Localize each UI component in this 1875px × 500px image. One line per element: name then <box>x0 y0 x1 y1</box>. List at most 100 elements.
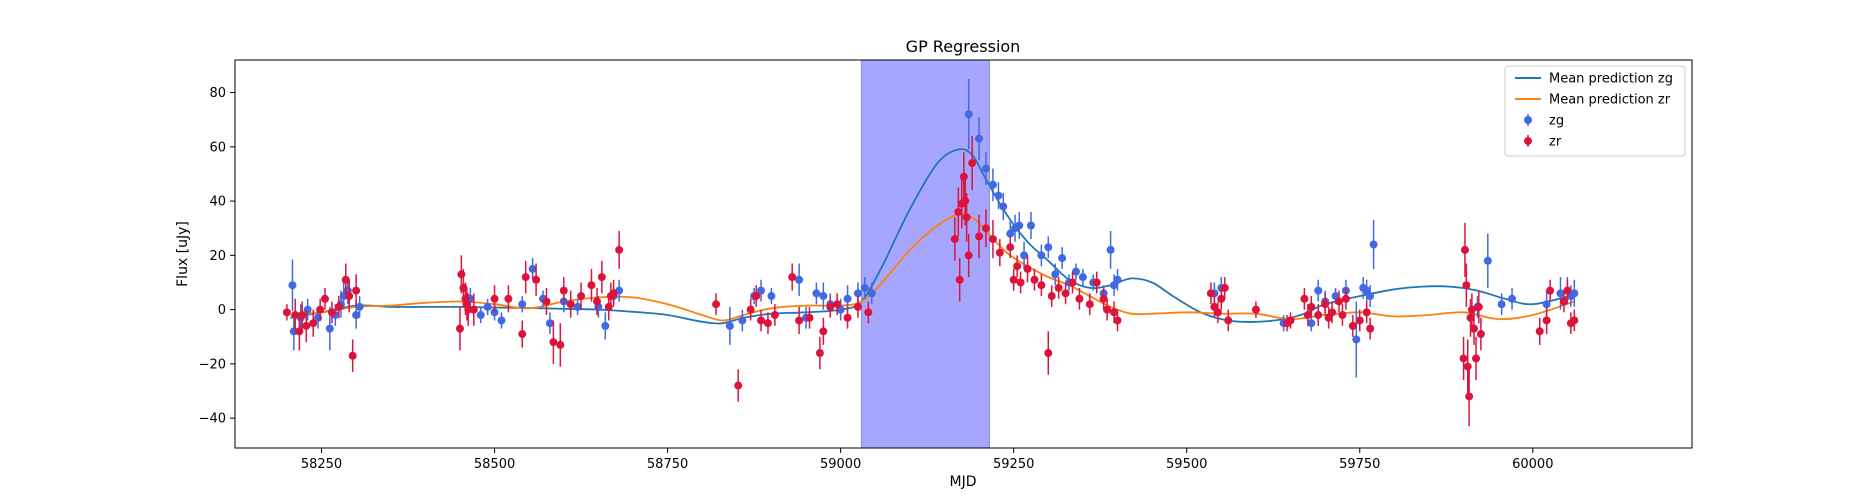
marker <box>518 300 526 308</box>
legend-label-mean-prediction-zr: Mean prediction zr <box>1549 93 1671 108</box>
marker <box>1370 241 1378 249</box>
legend-label-zr: zr <box>1549 135 1562 150</box>
marker <box>1300 295 1308 303</box>
marker <box>1536 327 1544 335</box>
marker <box>994 192 1002 200</box>
x-tick-label: 60000 <box>1512 457 1553 472</box>
marker <box>298 311 306 319</box>
marker <box>1477 330 1485 338</box>
marker <box>1024 265 1032 273</box>
marker <box>861 284 869 292</box>
marker <box>752 292 760 300</box>
marker <box>771 311 779 319</box>
marker <box>587 281 595 289</box>
marker <box>1075 295 1083 303</box>
legend: Mean prediction zgMean prediction zrzgzr <box>1505 66 1685 156</box>
marker <box>1328 308 1336 316</box>
marker <box>1069 278 1077 286</box>
marker <box>352 287 360 295</box>
marker <box>1107 246 1115 254</box>
marker <box>549 338 557 346</box>
marker <box>1114 316 1122 324</box>
marker <box>965 110 973 118</box>
marker <box>567 300 575 308</box>
x-tick-label: 59250 <box>993 457 1034 472</box>
marker <box>477 311 485 319</box>
y-tick-label: 80 <box>209 86 226 101</box>
marker <box>1093 278 1101 286</box>
marker <box>1543 316 1551 324</box>
marker <box>598 273 606 281</box>
marker <box>1508 295 1516 303</box>
marker <box>556 341 564 349</box>
marker <box>326 325 334 333</box>
marker <box>1546 287 1554 295</box>
marker <box>788 273 796 281</box>
marker <box>1314 287 1322 295</box>
chart-title: GP Regression <box>906 37 1021 56</box>
marker <box>999 203 1007 211</box>
marker <box>819 327 827 335</box>
marker <box>747 306 755 314</box>
marker <box>767 292 775 300</box>
marker <box>1221 284 1229 292</box>
marker <box>1048 292 1056 300</box>
marker <box>982 165 990 173</box>
marker <box>963 213 971 221</box>
marker <box>764 319 772 327</box>
marker <box>328 308 336 316</box>
marker <box>734 382 742 390</box>
marker <box>484 303 492 311</box>
marker <box>1114 276 1122 284</box>
marker <box>868 289 876 297</box>
marker <box>960 173 968 181</box>
marker <box>965 251 973 259</box>
marker <box>1037 251 1045 259</box>
marker <box>795 276 803 284</box>
marker <box>345 292 353 300</box>
marker <box>504 295 512 303</box>
marker <box>335 303 343 311</box>
marker <box>1252 306 1260 314</box>
marker <box>577 292 585 300</box>
marker <box>819 292 827 300</box>
marker <box>1314 311 1322 319</box>
marker <box>316 306 324 314</box>
marker <box>1103 306 1111 314</box>
x-tick-label: 59000 <box>820 457 861 472</box>
marker <box>497 316 505 324</box>
marker <box>1037 281 1045 289</box>
marker <box>1470 325 1478 333</box>
marker <box>956 276 964 284</box>
marker <box>854 303 862 311</box>
marker <box>975 232 983 240</box>
marker <box>1570 316 1578 324</box>
marker <box>560 287 568 295</box>
marker <box>968 159 976 167</box>
marker <box>1366 292 1374 300</box>
marker <box>1338 311 1346 319</box>
marker <box>726 322 734 330</box>
marker <box>1013 262 1021 270</box>
marker <box>833 300 841 308</box>
marker <box>349 352 357 360</box>
marker <box>1462 281 1470 289</box>
marker <box>1055 284 1063 292</box>
marker <box>812 289 820 297</box>
marker <box>1044 243 1052 251</box>
y-tick-label: 20 <box>209 249 226 264</box>
marker <box>1307 303 1315 311</box>
marker <box>610 289 618 297</box>
marker <box>309 319 317 327</box>
marker <box>1465 392 1473 400</box>
marker <box>288 281 296 289</box>
marker <box>738 316 746 324</box>
marker <box>1464 363 1472 371</box>
marker <box>302 322 310 330</box>
x-tick-label: 59500 <box>1166 457 1207 472</box>
marker <box>989 181 997 189</box>
marker <box>864 308 872 316</box>
marker <box>1563 287 1571 295</box>
marker <box>1287 316 1295 324</box>
marker <box>1062 289 1070 297</box>
